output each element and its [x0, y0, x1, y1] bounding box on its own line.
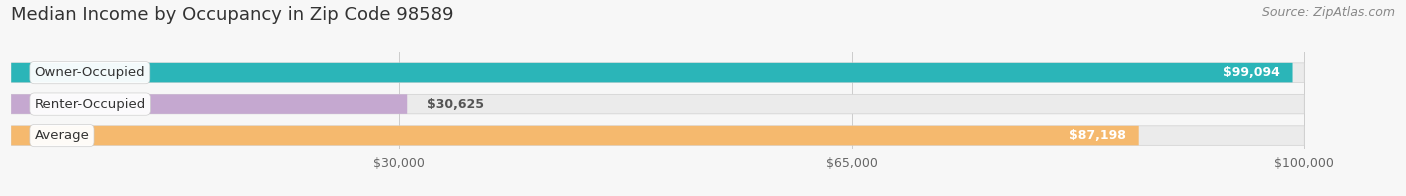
Text: $87,198: $87,198: [1069, 129, 1126, 142]
FancyBboxPatch shape: [11, 63, 1292, 82]
Text: Median Income by Occupancy in Zip Code 98589: Median Income by Occupancy in Zip Code 9…: [11, 6, 454, 24]
Text: $30,625: $30,625: [426, 98, 484, 111]
FancyBboxPatch shape: [11, 63, 1305, 82]
Text: Renter-Occupied: Renter-Occupied: [35, 98, 146, 111]
FancyBboxPatch shape: [11, 126, 1305, 145]
Text: Source: ZipAtlas.com: Source: ZipAtlas.com: [1261, 6, 1395, 19]
FancyBboxPatch shape: [11, 94, 408, 114]
Text: Owner-Occupied: Owner-Occupied: [35, 66, 145, 79]
FancyBboxPatch shape: [11, 94, 1305, 114]
Text: Average: Average: [35, 129, 90, 142]
Text: $99,094: $99,094: [1223, 66, 1279, 79]
FancyBboxPatch shape: [11, 126, 1139, 145]
